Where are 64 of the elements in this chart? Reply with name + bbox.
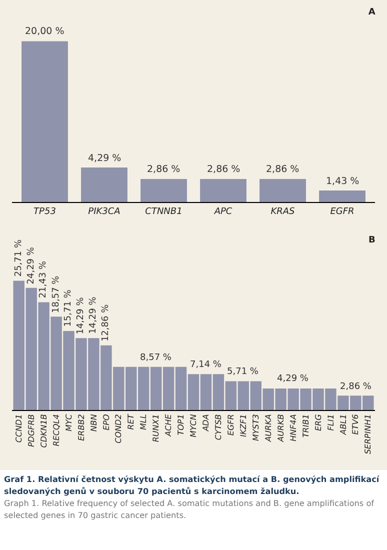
data-label: 24,29 % — [26, 246, 36, 284]
data-label: 14,29 % — [88, 296, 99, 334]
x-tick-label: EPO — [102, 414, 111, 430]
x-tick-label: ACHE — [164, 413, 174, 438]
x-tick-label: MYC — [64, 414, 74, 432]
x-tick-label: NBN — [89, 414, 98, 432]
data-label: 20,00 % — [25, 26, 64, 37]
x-tick-label: TP53 — [34, 206, 56, 217]
x-tick-label: MYCN — [189, 414, 198, 438]
caption: Graph 1. Relative frequency of selected A. somatic mutations and B. gene amplifications of selected genes in 70 gastric cancer patients. — [4, 497, 376, 521]
x-tick-label: RECQL4 — [52, 414, 61, 446]
x-tick-label: COND2 — [114, 414, 124, 444]
data-label: 18,57 % — [52, 275, 62, 313]
x-tick-label: FLI1 — [326, 414, 336, 431]
x-tick-label: RUNX1 — [152, 414, 161, 442]
data-label: 5,71 % — [227, 367, 259, 377]
data-label: 25,71 % — [14, 239, 24, 277]
data-label: 4,29 % — [88, 153, 122, 164]
x-tick-label: IKZF1 — [239, 414, 248, 437]
x-tick-label: CDKN1B — [39, 414, 48, 448]
x-tick-label: ETV6 — [351, 414, 360, 435]
text: Graf 1. Relativní četnost výskytu A. somatických mutací a B. genových amplifikací sledovaných genů v souboru 70 pacientů s karcinomem žaludku. — [4, 473, 380, 497]
x-tick-label: RET — [126, 413, 136, 430]
chart-title: A — [368, 7, 376, 18]
data-label: 8,57 % — [140, 353, 172, 363]
data-label: 12,86 % — [100, 304, 111, 342]
x-tick-label: AURKB — [276, 414, 286, 443]
bar — [319, 190, 366, 202]
bar — [140, 179, 187, 202]
data-label: 14,29 % — [76, 296, 86, 334]
x-tick-label: CTNNB1 — [145, 206, 182, 217]
data-label: 7,14 % — [190, 360, 222, 370]
x-tick-label: TOP1 — [176, 414, 186, 436]
x-tick-label: MLL — [139, 414, 148, 430]
data-label: 1,43 % — [326, 176, 360, 187]
bar — [81, 168, 128, 202]
bar — [22, 41, 68, 202]
data-label: 2,86 % — [147, 164, 180, 175]
x-tick-label: SERPINH1 — [364, 414, 373, 454]
x-tick-label: EGFR — [226, 414, 236, 436]
x-tick-label: CYTSB — [214, 414, 224, 440]
x-tick-label: CCND1 — [14, 414, 24, 443]
data-label: 15,71 % — [64, 289, 74, 327]
chart-title: B — [368, 235, 376, 246]
x-tick-label: ADA — [202, 414, 211, 432]
data-label: 2,86 % — [340, 382, 372, 392]
bar — [200, 179, 246, 202]
x-tick-label: EGFR — [330, 206, 354, 217]
x-tick-label: ERBB2 — [76, 414, 86, 441]
data-label: 21,43 % — [38, 260, 49, 298]
data-label: 4,29 % — [277, 374, 309, 384]
x-tick-label: MYST3 — [251, 414, 260, 442]
data-label: 2,86 % — [207, 164, 240, 175]
x-tick-label: ERG — [314, 414, 323, 432]
data-label: 2,86 % — [266, 164, 300, 175]
x-tick-label: TRIB1 — [301, 414, 310, 438]
x-tick-label: ABL1 — [338, 414, 348, 436]
x-tick-label: HNF4A — [288, 414, 298, 442]
x-tick-label: KRAS — [270, 206, 296, 217]
x-tick-label: PDGFRB — [26, 414, 36, 448]
x-tick-label: AURKA — [264, 414, 273, 443]
x-tick-label: PIK3CA — [88, 206, 120, 217]
x-tick-label: APC — [213, 206, 233, 217]
bar — [260, 179, 306, 202]
